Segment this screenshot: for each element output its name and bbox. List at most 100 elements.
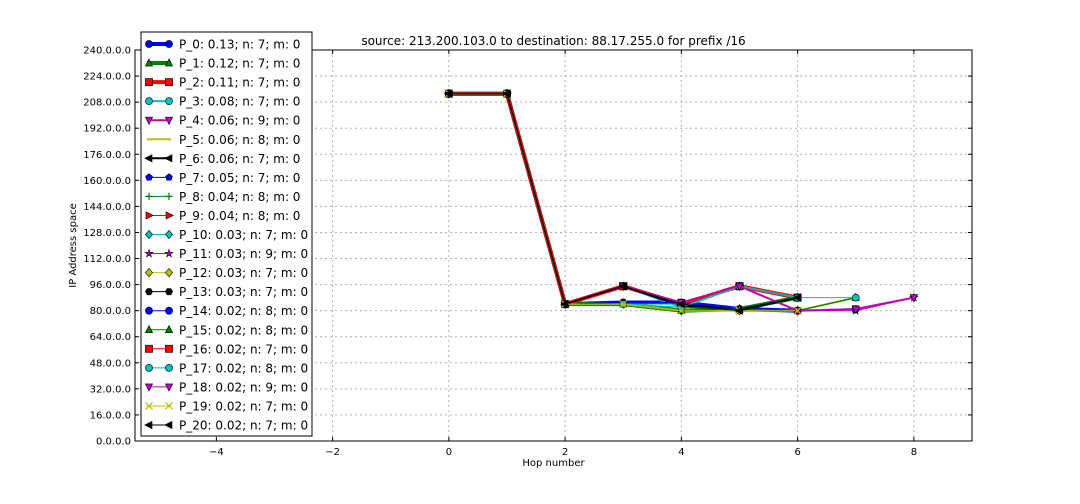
- plot-frame: [134, 49, 973, 442]
- legend-entry: P_2: 0.11; n: 7; m: 0: [145, 76, 300, 90]
- axes: −4 −2 0 2 4 6 80.0.0.016.0.0.032.0.0.048.0.0.0…: [83, 46, 972, 458]
- legend-marker: [165, 306, 173, 315]
- legend-marker: [165, 97, 173, 106]
- legend-marker: [165, 40, 173, 48]
- legend-label: P_4: 0.06; n: 9; m: 0: [179, 114, 300, 128]
- legend-label: P_14: 0.02; n: 8; m: 0: [179, 304, 308, 318]
- legend-marker: [145, 40, 153, 48]
- data-point: [792, 293, 801, 302]
- x-tick-label: 6: [794, 447, 800, 458]
- legend-label: P_19: 0.02; n: 7; m: 0: [179, 399, 308, 413]
- x-tick-label: −2: [325, 447, 340, 458]
- legend-label: P_18: 0.02; n: 9; m: 0: [179, 380, 308, 394]
- legend-marker: [145, 78, 153, 86]
- y-tick-label: 80.0.0.0: [90, 306, 131, 317]
- legend-marker: [164, 116, 174, 126]
- legend-entry: P_10: 0.03; n: 7; m: 0: [145, 228, 308, 242]
- legend-marker: [145, 192, 153, 200]
- y-tick-label: 112.0.0.0: [83, 254, 131, 265]
- legend-entry: P_6: 0.06; n: 7; m: 0: [144, 152, 300, 166]
- legend-entry: P_19: 0.02; n: 7; m: 0: [144, 399, 308, 413]
- legend-marker: [164, 324, 174, 334]
- legend-entry: P_13: 0.03; n: 7; m: 0: [145, 285, 308, 299]
- legend-label: P_9: 0.04; n: 8; m: 0: [179, 209, 300, 223]
- chart-title: source: 213.200.103.0 to destination: 88…: [361, 34, 745, 48]
- legend-marker: [145, 344, 153, 353]
- legend-marker: [145, 97, 153, 106]
- legend-entry: P_12: 0.03; n: 7; m: 0: [145, 266, 308, 280]
- legend-marker: [144, 383, 154, 392]
- data-point: [560, 300, 569, 309]
- legend-label: P_5: 0.06; n: 8; m: 0: [179, 133, 300, 147]
- legend-marker: [144, 420, 153, 430]
- legend-entry: P_14: 0.02; n: 8; m: 0: [145, 304, 308, 318]
- y-axis-title: IP Address space: [68, 203, 79, 288]
- legend-entry: P_0: 0.13; n: 7; m: 0: [145, 38, 300, 52]
- y-tick-label: 192.0.0.0: [83, 124, 131, 135]
- legend-marker: [145, 211, 154, 220]
- data-point: [909, 294, 918, 303]
- legend-marker: [165, 173, 173, 181]
- legend-label: P_6: 0.06; n: 7; m: 0: [179, 152, 300, 166]
- legend-entry: P_16: 0.02; n: 7; m: 0: [145, 342, 308, 356]
- y-tick-label: 96.0.0.0: [90, 280, 131, 291]
- legend-marker: [144, 324, 154, 334]
- legend-label: P_7: 0.05; n: 7; m: 0: [179, 171, 300, 185]
- legend-marker: [164, 58, 174, 67]
- data-point: [851, 305, 860, 314]
- legend-marker: [165, 344, 173, 353]
- legend-marker: [165, 363, 173, 372]
- legend-marker: [165, 211, 174, 220]
- legend-label: P_11: 0.03; n: 9; m: 0: [179, 247, 308, 261]
- legend-entry: P_9: 0.04; n: 8; m: 0: [145, 209, 300, 223]
- y-tick-label: 32.0.0.0: [90, 384, 131, 395]
- data-point: [618, 282, 627, 291]
- legend-entry: P_15: 0.02; n: 8; m: 0: [144, 323, 308, 337]
- x-tick-label: 2: [562, 447, 568, 458]
- legend-marker: [165, 78, 173, 86]
- y-tick-label: 0.0.0.0: [96, 437, 131, 448]
- legend-marker: [144, 248, 154, 258]
- legend-marker: [145, 306, 153, 315]
- data-point: [444, 89, 453, 98]
- legend-label: P_8: 0.04; n: 8; m: 0: [179, 190, 300, 204]
- x-tick-label: 8: [911, 447, 917, 458]
- legend-marker: [164, 383, 174, 392]
- data-point: [619, 300, 628, 309]
- legend-marker: [164, 154, 173, 163]
- legend-entry: P_17: 0.02; n: 8; m: 0: [145, 361, 308, 375]
- legend-marker: [144, 58, 154, 67]
- legend-entry: P_1: 0.12; n: 7; m: 0: [144, 57, 300, 71]
- y-tick-label: 160.0.0.0: [83, 176, 131, 187]
- y-tick-label: 64.0.0.0: [90, 332, 131, 343]
- x-tick-label: 4: [678, 447, 684, 458]
- legend-marker: [164, 420, 173, 430]
- legend-marker: [145, 229, 153, 240]
- y-tick-label: 176.0.0.0: [83, 150, 131, 161]
- legend-label: P_17: 0.02; n: 8; m: 0: [179, 361, 308, 375]
- legend-marker: [145, 173, 153, 181]
- series-20: [444, 89, 801, 315]
- y-tick-label: 128.0.0.0: [83, 228, 131, 239]
- legend-entry: P_20: 0.02; n: 7; m: 0: [144, 419, 308, 433]
- legend-label: P_13: 0.03; n: 7; m: 0: [179, 285, 308, 299]
- legend-entry: P_11: 0.03; n: 9; m: 0: [144, 247, 308, 261]
- x-axis-title: Hop number: [522, 458, 585, 469]
- legend-marker: [145, 288, 153, 296]
- legend-entry: P_18: 0.02; n: 9; m: 0: [144, 380, 308, 394]
- data-point: [677, 306, 686, 315]
- y-tick-label: 208.0.0.0: [83, 98, 131, 109]
- legend-marker: [165, 192, 173, 200]
- legend-marker: [144, 154, 153, 163]
- data-point: [735, 282, 744, 292]
- legend-marker: [164, 248, 174, 258]
- y-tick-label: 240.0.0.0: [83, 46, 131, 57]
- legend-marker: [145, 267, 153, 278]
- legend-marker: [145, 363, 153, 372]
- legend-label: P_3: 0.08; n: 7; m: 0: [179, 95, 300, 109]
- y-tick-label: 144.0.0.0: [83, 202, 131, 213]
- data-point: [734, 306, 743, 315]
- legend-label: P_0: 0.13; n: 7; m: 0: [179, 38, 300, 52]
- legend-entry: P_5: 0.06; n: 8; m: 0: [147, 133, 300, 147]
